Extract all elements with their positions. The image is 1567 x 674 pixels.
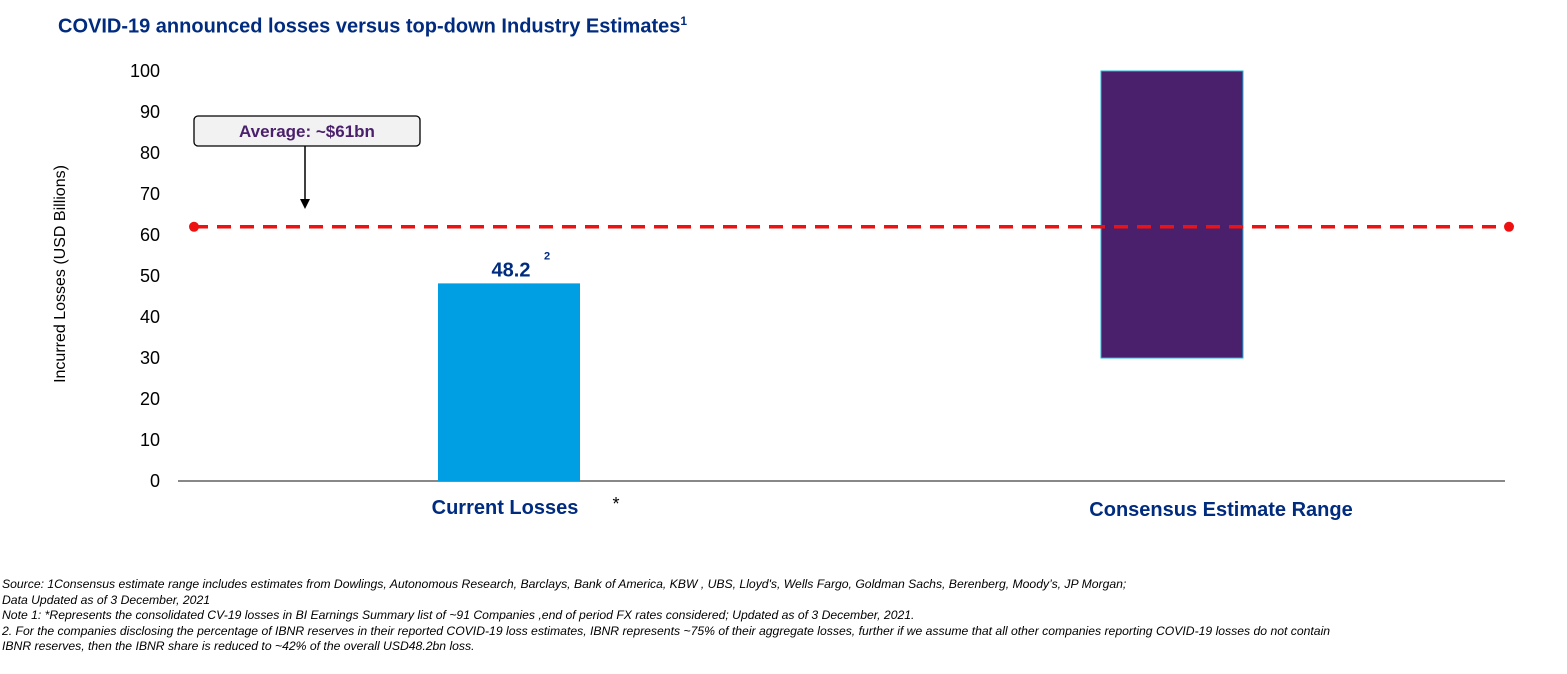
- average-callout-box: [193, 115, 421, 147]
- footnote-note-2-cont: IBNR reserves, then the IBNR share is re…: [2, 639, 475, 653]
- y-tick-label: 70: [140, 184, 160, 204]
- y-tick-label: 30: [140, 348, 160, 368]
- footnotes: Source: 1Consensus estimate range includ…: [2, 577, 1567, 655]
- average-line-right-dot: [1504, 221, 1514, 232]
- y-axis-label: Incurred Losses (USD Billions): [52, 165, 69, 383]
- bar-current-value-label: 48.2: [492, 259, 531, 281]
- footnote-note-1: Note 1: *Represents the consolidated CV-…: [2, 608, 915, 622]
- y-tick-label: 40: [140, 307, 160, 327]
- footnote-data-updated: Data Updated as of 3 December, 2021: [2, 592, 210, 607]
- y-tick-label: 0: [150, 471, 160, 491]
- y-tick-label: 50: [140, 266, 160, 286]
- footnote-source: Source: 1Consensus estimate range includ…: [2, 577, 1127, 591]
- bar-consensus-range: [1100, 70, 1244, 359]
- y-tick-label: 10: [140, 430, 160, 450]
- chart: 0 10 20 30 40 50 60 70 80 90 100 Incurred Losses (…: [52, 61, 1514, 521]
- y-tick-label: 90: [140, 102, 160, 122]
- chart-title-text: COVID-19 announced losses versus top-dow…: [58, 15, 681, 38]
- title-footnote: 1: [680, 14, 688, 28]
- y-tick-label: 60: [140, 225, 160, 245]
- bar-current-footnote: 2: [544, 250, 550, 262]
- category-label-consensus-range: Consensus Estimate Range: [1089, 499, 1352, 521]
- footnote-note-2: 2. For the companies disclosing the perc…: [2, 623, 1331, 638]
- bar-current-losses: [438, 283, 580, 481]
- y-tick-label: 100: [130, 61, 160, 81]
- y-axis-ticks: 0 10 20 30 40 50 60 70 80 90 100: [130, 61, 160, 491]
- average-line-left-dot: [189, 221, 199, 232]
- category-label-current-losses: Current Losses: [432, 497, 579, 519]
- y-tick-label: 80: [140, 143, 160, 163]
- category-asterisk-marker: *: [612, 494, 619, 514]
- chart-title: COVID-19 announced losses versus top-dow…: [58, 14, 687, 39]
- average-callout-text: Average: ~$61bn: [239, 122, 375, 141]
- y-tick-label: 20: [140, 389, 160, 409]
